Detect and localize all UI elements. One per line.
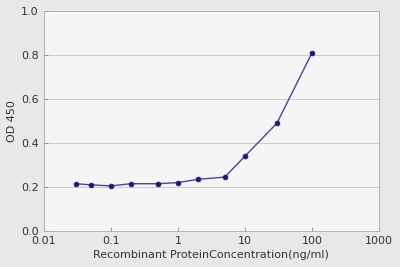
X-axis label: Recombinant ProteinConcentration(ng/ml): Recombinant ProteinConcentration(ng/ml) [94,250,329,260]
Y-axis label: OD 450: OD 450 [7,100,17,142]
